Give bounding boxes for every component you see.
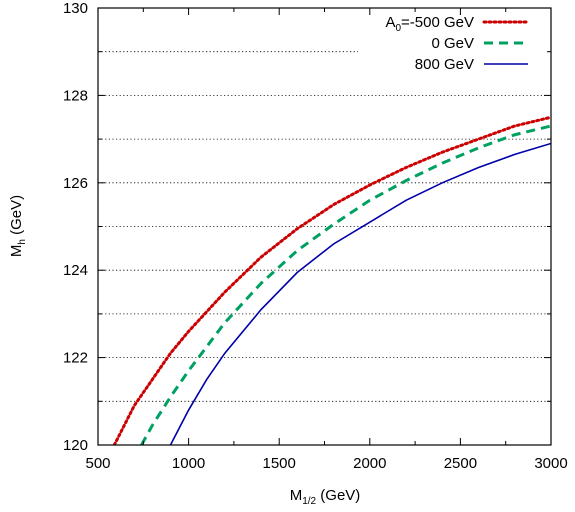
series-line-1 bbox=[112, 115, 551, 445]
plot-frame bbox=[97, 7, 552, 446]
x-tick-label: 1500 bbox=[263, 455, 296, 472]
x-tick-label: 500 bbox=[85, 455, 110, 472]
series-line-2 bbox=[140, 124, 551, 445]
y-tick-label: 128 bbox=[63, 87, 88, 104]
tick-layer: 500 1000 1500 2000 2500 3000 120 122 124 126 128 13… bbox=[63, 0, 568, 472]
legend-label-3: 800 GeV bbox=[415, 56, 474, 73]
y-tick-label: 120 bbox=[63, 437, 88, 454]
y-tick-label: 130 bbox=[63, 0, 88, 17]
y-tick-label: 124 bbox=[63, 262, 88, 279]
x-tick-label: 2000 bbox=[353, 455, 386, 472]
y-axis-label: Mh (GeV) bbox=[8, 195, 28, 257]
legend-label-2: 0 GeV bbox=[431, 35, 474, 52]
legend-label-1: A0=-500 GeV bbox=[385, 14, 474, 34]
grid-layer bbox=[98, 51, 551, 402]
y-tick-label: 122 bbox=[63, 350, 88, 367]
series-layer bbox=[112, 115, 551, 445]
x-tick-label: 2500 bbox=[444, 455, 477, 472]
series-line-3 bbox=[169, 142, 551, 445]
x-tick-label: 3000 bbox=[534, 455, 567, 472]
y-tick-label: 126 bbox=[63, 175, 88, 192]
x-tick-label: 1000 bbox=[172, 455, 205, 472]
x-axis-label: M1/2 (GeV) bbox=[290, 487, 361, 507]
